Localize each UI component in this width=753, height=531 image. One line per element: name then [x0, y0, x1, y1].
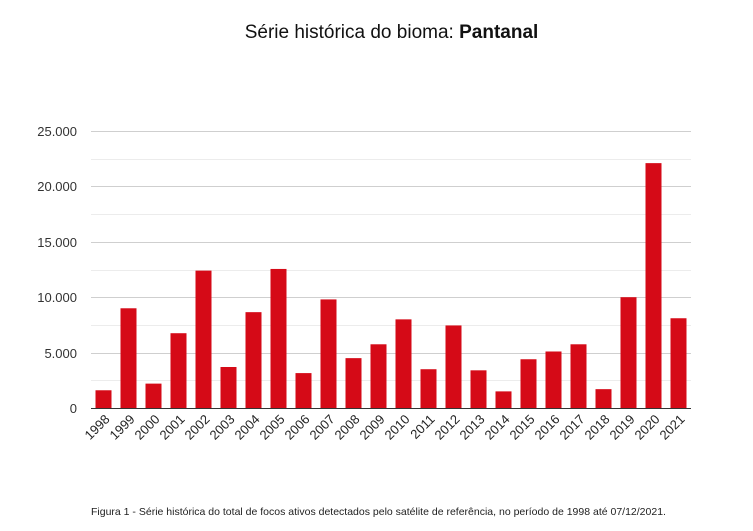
x-tick-label: 2017 — [557, 412, 588, 443]
bar — [245, 312, 262, 408]
chart-title-prefix: Série histórica do bioma: — [244, 22, 460, 43]
y-tick-label: 20.000 — [37, 179, 77, 194]
bar — [345, 358, 362, 408]
x-tick-label: 2018 — [582, 412, 613, 443]
x-tick-label: 2008 — [332, 412, 363, 443]
x-tick-label: 2002 — [182, 412, 213, 443]
x-tick-label: 2019 — [607, 412, 638, 443]
bar — [420, 369, 437, 408]
y-tick-label: 25.000 — [37, 124, 77, 139]
bar — [445, 325, 462, 408]
bar — [220, 367, 237, 408]
bar — [195, 270, 212, 408]
x-tick-label: 2001 — [157, 412, 188, 443]
x-tick-label: 2013 — [457, 412, 488, 443]
bar — [270, 268, 287, 408]
x-tick-label: 2010 — [382, 412, 413, 443]
bar — [145, 383, 162, 408]
x-tick-label: 2007 — [307, 412, 338, 443]
bar — [520, 359, 537, 408]
bar — [595, 389, 612, 408]
y-tick-label: 5.000 — [44, 346, 77, 361]
bar — [320, 299, 337, 408]
bar — [95, 390, 112, 408]
x-tick-label: 2016 — [532, 412, 563, 443]
bar — [495, 391, 512, 408]
bar — [395, 319, 412, 408]
x-tick-label: 1999 — [107, 412, 138, 443]
x-tick-label: 2003 — [207, 412, 238, 443]
x-tick-label: 2011 — [407, 412, 437, 442]
x-tick-label: 2020 — [632, 412, 663, 443]
bar — [620, 297, 637, 408]
x-tick-label: 1998 — [82, 412, 113, 443]
bar — [295, 373, 312, 408]
x-tick-label: 2006 — [282, 412, 313, 443]
y-tick-label: 15.000 — [37, 235, 77, 250]
x-tick-label: 2012 — [432, 412, 463, 443]
x-tick-label: 2000 — [132, 412, 163, 443]
bar — [370, 344, 387, 408]
bar — [645, 163, 662, 408]
bar — [570, 344, 587, 408]
chart-title: Série histórica do bioma: Pantanal — [0, 22, 753, 44]
x-tick-label: 2021 — [657, 412, 688, 443]
x-tick-label: 2009 — [357, 412, 388, 443]
x-tick-label: 2005 — [257, 412, 288, 443]
y-tick-label: 10.000 — [37, 290, 77, 305]
bar — [170, 333, 187, 408]
bar — [545, 351, 562, 408]
chart-title-biome: Pantanal — [459, 22, 539, 43]
y-tick-label: 0 — [70, 401, 77, 416]
figure-caption: Figura 1 - Série histórica do total de f… — [91, 506, 666, 518]
bar — [670, 318, 687, 408]
x-tick-label: 2015 — [507, 412, 538, 443]
bar — [120, 308, 137, 408]
x-tick-label: 2014 — [482, 412, 513, 443]
bar — [470, 370, 487, 408]
x-tick-label: 2004 — [232, 412, 263, 443]
